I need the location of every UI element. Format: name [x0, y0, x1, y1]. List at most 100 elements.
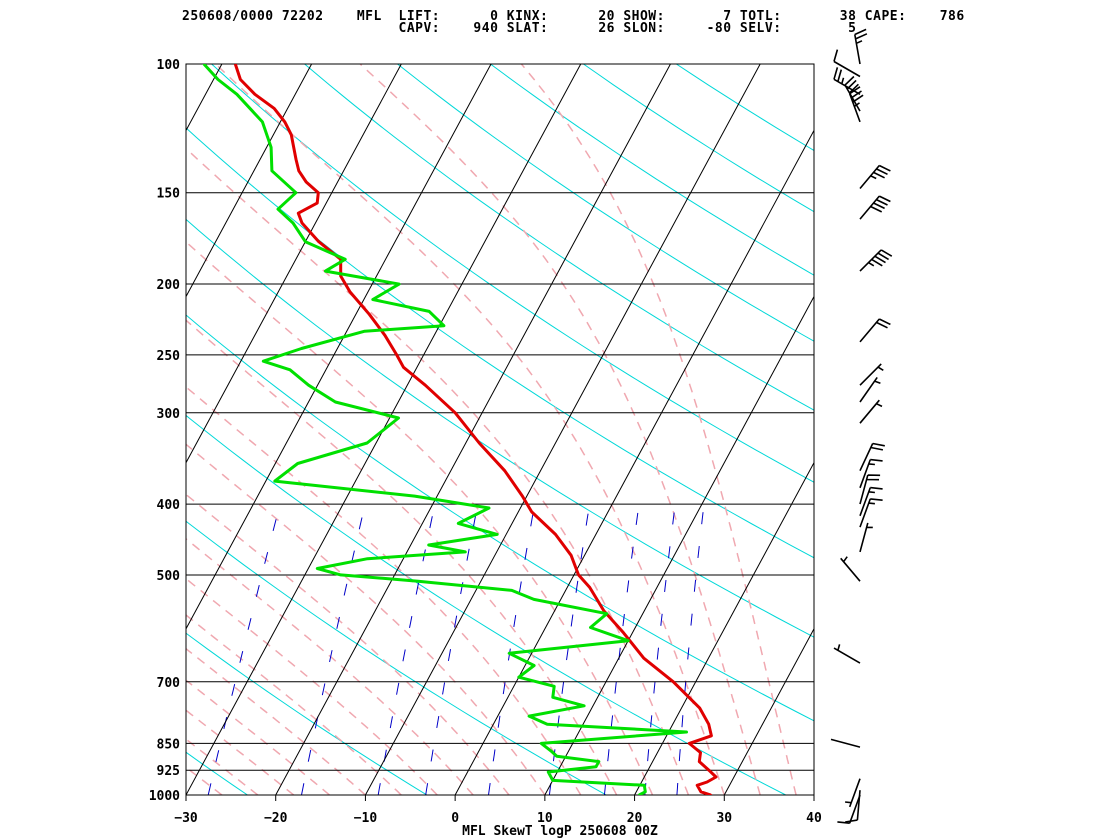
- x-tick-label--30: −30: [174, 811, 198, 826]
- dry-adiabat: [397, 64, 814, 342]
- wind-barb: [859, 318, 891, 343]
- dewpoint-point: [397, 416, 400, 420]
- dewpoint-point: [487, 506, 491, 510]
- wind-barb: [859, 376, 881, 403]
- y-tick-label-200: 200: [157, 278, 181, 293]
- wind-barb: [859, 522, 873, 553]
- isotherm: [0, 64, 132, 795]
- dewpoint-point: [262, 360, 265, 363]
- temperature-point: [710, 734, 713, 737]
- dry-adiabat: [186, 314, 814, 722]
- wind-barb: [844, 75, 861, 112]
- dewpoint-point: [304, 240, 307, 243]
- moist-adiabat: [186, 709, 295, 795]
- dewpoint-point: [643, 784, 646, 787]
- x-tick-label-40: 40: [806, 811, 822, 826]
- moist-adiabat: [186, 766, 223, 795]
- moist-adiabat: [186, 577, 438, 795]
- dewpoint-point: [597, 760, 600, 763]
- temperature-point: [622, 631, 625, 634]
- isotherm: [186, 64, 492, 630]
- dewpoint-point: [273, 479, 276, 483]
- temperature-point: [714, 775, 718, 779]
- x-tick-label--20: −20: [264, 811, 288, 826]
- header-line-2: CAPV: 940 SLAT: 26 SLON: -80 SELV: 5: [182, 21, 857, 36]
- x-tick-label-20: 20: [627, 811, 643, 826]
- dewpoint-point: [685, 730, 688, 734]
- dewpoint-point: [261, 120, 264, 124]
- wind-barb: [859, 249, 893, 272]
- temperature-point: [530, 510, 533, 514]
- temperature-point: [707, 769, 711, 772]
- temperature-point: [699, 751, 702, 754]
- temperature-point: [642, 657, 645, 660]
- wind-barb: [859, 195, 891, 220]
- dewpoint-point: [202, 64, 206, 66]
- dewpoint-point: [216, 78, 220, 81]
- temperature-point: [317, 191, 320, 194]
- dewpoint-point: [496, 533, 499, 536]
- wind-barb: [845, 778, 861, 808]
- dewpoint-line: [202, 64, 688, 795]
- dewpoint-point: [605, 612, 608, 615]
- mixing-ratio-line: [207, 503, 281, 795]
- dewpoint-point: [517, 676, 520, 679]
- moist-adiabat: [186, 537, 474, 795]
- wind-barb: [837, 794, 861, 824]
- dewpoint-point: [316, 567, 319, 570]
- dewpoint-point: [344, 258, 347, 261]
- x-tick-label--10: −10: [354, 811, 378, 826]
- wind-barb: [859, 486, 883, 517]
- dewpoint-point: [339, 573, 342, 577]
- dewpoint-point: [527, 714, 531, 718]
- isotherm: [813, 793, 814, 795]
- dewpoint-point: [334, 400, 337, 404]
- temperature-point: [253, 93, 257, 96]
- y-tick-label-700: 700: [157, 676, 181, 691]
- temperature-point: [698, 760, 701, 763]
- wind-barb: [840, 556, 861, 582]
- dry-adiabat: [490, 64, 814, 276]
- y-tick-label-250: 250: [157, 349, 181, 364]
- temperature-point: [705, 780, 709, 784]
- temperature-point: [554, 533, 557, 536]
- moist-adiabat: [186, 493, 510, 795]
- temperature-point: [478, 441, 481, 445]
- temperature-point: [294, 158, 298, 161]
- temperature-point: [503, 469, 506, 472]
- isotherm: [634, 461, 814, 795]
- dewpoint-point: [589, 626, 592, 629]
- wind-barb: [859, 399, 883, 424]
- wind-barb: [859, 458, 883, 489]
- mixing-ratio-line: [603, 504, 640, 795]
- temperature-point: [305, 180, 308, 184]
- dewpoint-point: [547, 770, 550, 774]
- temperature-point: [454, 411, 457, 414]
- mixing-ratio-line: [644, 504, 676, 795]
- dewpoint-point: [307, 384, 310, 387]
- dewpoint-point: [546, 723, 549, 726]
- x-tick-label-10: 10: [537, 811, 553, 826]
- isotherm: [186, 64, 223, 132]
- temperature-point: [699, 790, 703, 793]
- isotherm: [454, 129, 814, 795]
- temperature-point: [239, 78, 242, 81]
- wind-barb: [854, 28, 868, 65]
- temperature-point: [273, 107, 276, 110]
- plot-frame: [185, 63, 815, 796]
- temperature-point: [234, 64, 237, 66]
- isotherm: [544, 295, 814, 795]
- isotherm: [186, 64, 313, 298]
- dewpoint-point: [276, 208, 280, 211]
- wind-barb: [833, 67, 861, 95]
- dewpoint-point: [371, 298, 374, 301]
- dewpoint-point: [555, 755, 558, 758]
- dewpoint-point: [510, 589, 513, 592]
- temperature-point: [402, 366, 405, 369]
- dewpoint-point: [532, 664, 536, 667]
- temperature-point: [316, 201, 319, 205]
- dewpoint-point: [508, 652, 511, 655]
- dry-adiabat: [186, 127, 814, 559]
- temperature-point: [395, 353, 398, 357]
- dewpoint-point: [366, 557, 369, 560]
